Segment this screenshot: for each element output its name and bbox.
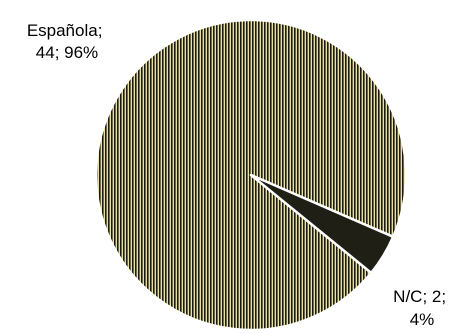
data-label-nc-line1: N/C; 2; xyxy=(393,287,446,306)
data-label-espanola: Española; 44; 96% xyxy=(27,21,107,62)
data-label-espanola-line1: Española; xyxy=(27,21,103,40)
data-label-nc-line2: 4% xyxy=(410,310,435,329)
pie-slices xyxy=(94,18,408,332)
pie-slice-nc xyxy=(249,173,395,275)
data-label-nc: N/C; 2; 4% xyxy=(393,287,451,329)
data-label-espanola-line2: 44; 96% xyxy=(36,43,98,62)
